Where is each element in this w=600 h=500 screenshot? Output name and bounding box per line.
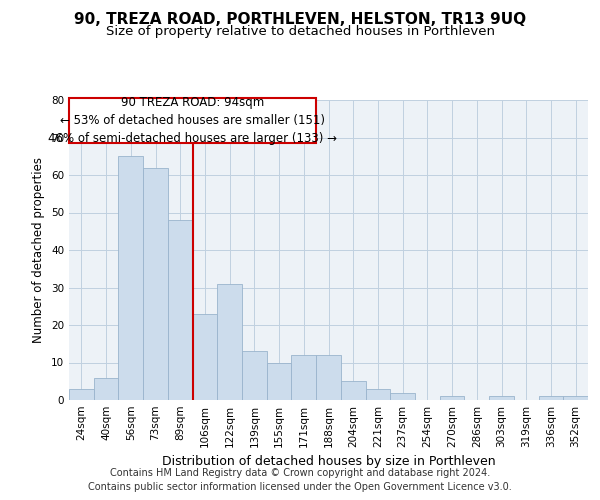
Bar	[69, 389, 94, 400]
Bar	[94, 378, 118, 400]
Text: Size of property relative to detached houses in Porthleven: Size of property relative to detached ho…	[106, 25, 494, 38]
Bar	[118, 156, 143, 400]
FancyBboxPatch shape	[69, 98, 316, 143]
X-axis label: Distribution of detached houses by size in Porthleven: Distribution of detached houses by size …	[161, 456, 496, 468]
Bar	[341, 381, 365, 400]
Bar	[217, 284, 242, 400]
Bar	[193, 314, 217, 400]
Bar	[365, 389, 390, 400]
Bar	[143, 168, 168, 400]
Bar	[489, 396, 514, 400]
Text: Contains HM Land Registry data © Crown copyright and database right 2024.
Contai: Contains HM Land Registry data © Crown c…	[88, 468, 512, 492]
Bar	[242, 351, 267, 400]
Bar	[267, 362, 292, 400]
Bar	[563, 396, 588, 400]
Bar	[390, 392, 415, 400]
Bar	[292, 355, 316, 400]
Y-axis label: Number of detached properties: Number of detached properties	[32, 157, 46, 343]
Bar	[316, 355, 341, 400]
Text: 90, TREZA ROAD, PORTHLEVEN, HELSTON, TR13 9UQ: 90, TREZA ROAD, PORTHLEVEN, HELSTON, TR1…	[74, 12, 526, 28]
Bar	[440, 396, 464, 400]
Bar	[168, 220, 193, 400]
Bar	[539, 396, 563, 400]
Text: 90 TREZA ROAD: 94sqm
← 53% of detached houses are smaller (151)
46% of semi-deta: 90 TREZA ROAD: 94sqm ← 53% of detached h…	[48, 96, 337, 145]
